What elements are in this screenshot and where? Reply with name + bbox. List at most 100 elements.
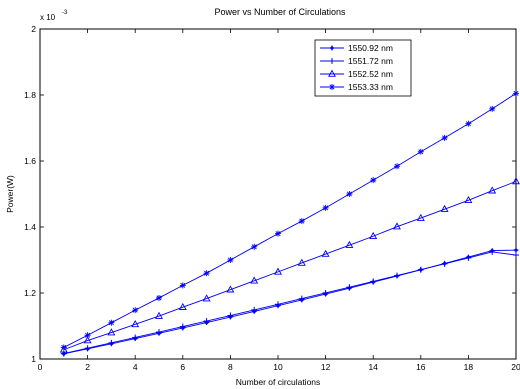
- y-tick-label: 1.6: [24, 156, 36, 166]
- data-point: [298, 295, 305, 302]
- series-3: [59, 177, 520, 353]
- data-point: [203, 318, 210, 325]
- data-point: [417, 266, 424, 273]
- data-point: [250, 276, 259, 284]
- series-4: [60, 90, 519, 351]
- data-point: [132, 307, 139, 314]
- data-point: [178, 302, 187, 310]
- data-point: [297, 258, 306, 266]
- data-point: [394, 272, 400, 279]
- x-tick-label: 0: [38, 362, 43, 372]
- y-axis-label: Power(W): [5, 175, 15, 213]
- data-point: [108, 339, 115, 346]
- data-point: [346, 284, 353, 291]
- data-point: [131, 320, 140, 328]
- y-tick-label: 1: [31, 354, 36, 364]
- data-point: [203, 270, 210, 277]
- data-point: [345, 240, 354, 248]
- x-tick-label: 10: [273, 362, 283, 372]
- data-point: [274, 267, 282, 275]
- data-point: [321, 249, 330, 257]
- legend-label: 1550.92 nm: [348, 43, 393, 53]
- data-point: [60, 344, 67, 351]
- data-point: [441, 134, 448, 141]
- data-point: [370, 278, 377, 285]
- data-point: [132, 334, 139, 341]
- data-point: [179, 323, 186, 330]
- data-point: [465, 254, 472, 261]
- legend-entry: 1553.33 nm: [320, 82, 393, 92]
- legend-marker: [329, 58, 335, 64]
- data-point: [179, 282, 186, 289]
- data-point: [227, 312, 234, 319]
- y-tick-label: 2: [31, 24, 36, 34]
- data-point: [227, 257, 234, 263]
- x-tick-label: 4: [133, 362, 138, 372]
- data-point: [156, 329, 162, 336]
- x-tick-label: 18: [464, 362, 474, 372]
- data-point: [441, 260, 448, 267]
- data-point: [156, 294, 162, 301]
- data-point: [369, 231, 378, 239]
- legend-marker: [328, 69, 336, 77]
- legend-label: 1552.52 nm: [348, 69, 393, 79]
- x-axis-label: Number of circulations: [236, 377, 321, 387]
- legend-entry: 1551.72 nm: [320, 56, 393, 66]
- series-line: [63, 251, 517, 354]
- data-point: [60, 350, 67, 357]
- y-exponent-base: x 10: [40, 13, 56, 22]
- series-line: [63, 92, 517, 348]
- x-tick-label: 12: [321, 362, 331, 372]
- data-point: [370, 177, 377, 184]
- data-point: [465, 120, 472, 127]
- legend-entry: 1550.92 nm: [320, 43, 393, 53]
- data-point: [513, 90, 519, 97]
- data-point: [513, 252, 519, 259]
- legend-entry: 1552.52 nm: [320, 69, 393, 79]
- y-exponent-power: -3: [62, 10, 68, 16]
- data-point: [394, 163, 400, 170]
- data-point: [275, 301, 281, 308]
- data-point: [417, 148, 424, 155]
- chart-title: Power vs Number of Circulations: [214, 7, 346, 17]
- data-point: [416, 213, 425, 221]
- series-2: [60, 248, 519, 357]
- y-tick-label: 1.4: [24, 222, 36, 232]
- data-point: [108, 319, 115, 326]
- x-tick-label: 6: [180, 362, 185, 372]
- data-point: [84, 332, 91, 339]
- data-point: [322, 204, 329, 211]
- x-tick-label: 20: [511, 362, 520, 372]
- legend-marker: [329, 84, 335, 90]
- series-layer: [59, 90, 520, 357]
- data-point: [251, 306, 258, 313]
- y-tick-label: 1.8: [24, 90, 36, 100]
- legend-label: 1551.72 nm: [348, 56, 393, 66]
- y-tick-label: 1.2: [24, 288, 36, 298]
- legend-marker: [329, 45, 335, 51]
- data-point: [155, 311, 163, 319]
- plot-area: [39, 28, 517, 360]
- series-line: [63, 181, 517, 351]
- data-point: [251, 243, 258, 250]
- data-point: [488, 186, 497, 194]
- x-tick-label: 2: [85, 362, 90, 372]
- data-point: [83, 336, 92, 344]
- data-point: [513, 247, 519, 253]
- legend-label: 1553.33 nm: [348, 82, 393, 92]
- x-tick-label: 8: [228, 362, 233, 372]
- data-point: [489, 248, 496, 255]
- data-point: [322, 289, 329, 296]
- data-point: [202, 294, 211, 302]
- data-point: [512, 177, 520, 185]
- data-point: [226, 285, 235, 293]
- data-point: [107, 328, 116, 336]
- data-point: [440, 204, 449, 212]
- axis-ticks: 0 2 4 6 8 10 12 14 16 18 20 1 1.2 1.4 1.6 1.8 2: [24, 24, 520, 372]
- data-point: [346, 191, 353, 197]
- y-exponent: x 10 -3: [40, 10, 68, 22]
- legend: 1550.92 nm 1551.72 nm 1552.52 nm 1553.33 nm: [314, 39, 412, 97]
- data-point: [84, 345, 91, 352]
- x-tick-label: 16: [416, 362, 426, 372]
